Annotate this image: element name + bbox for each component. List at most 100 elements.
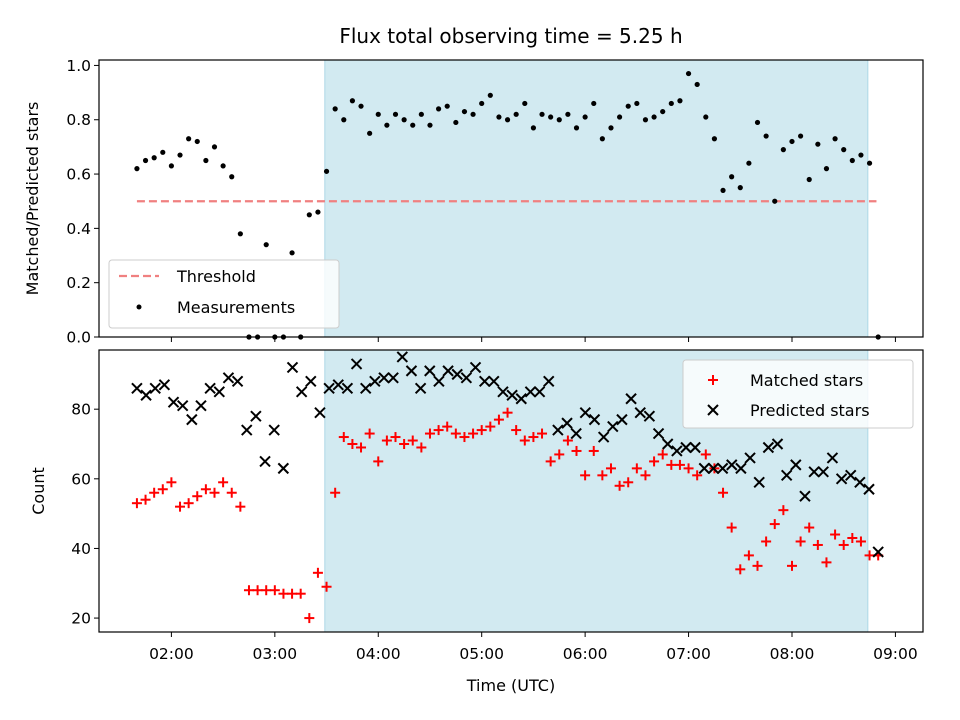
legend-matched-swatch	[708, 375, 718, 385]
predicted-star-point	[497, 386, 509, 398]
x-tick-label: 07:00	[666, 645, 711, 663]
predicted-star-point	[735, 462, 747, 475]
predicted-star-point	[405, 365, 418, 377]
y-tick-label: 0.2	[66, 274, 91, 292]
predicted-star-point	[204, 382, 216, 395]
predicted-star-point	[561, 417, 573, 429]
matched-star-point	[157, 484, 168, 495]
matched-star-point	[304, 613, 315, 624]
predicted-star-point	[524, 386, 537, 398]
matched-star-point	[778, 505, 789, 516]
measurement-point	[435, 106, 442, 112]
predicted-star-point	[726, 459, 738, 471]
ratio-panel-frame	[98, 59, 924, 338]
matched-star-point	[502, 407, 513, 418]
measurement-point	[625, 103, 631, 109]
predicted-star-point	[872, 546, 884, 558]
legend-threshold-label: Threshold	[176, 267, 256, 286]
y-tick-label: 20	[71, 610, 91, 628]
measurement-point	[548, 114, 554, 120]
legend-predicted-label: Predicted stars	[750, 401, 870, 420]
predicted-star-point	[250, 410, 262, 422]
matched-star-point	[493, 414, 504, 425]
matched-star-point	[528, 432, 539, 443]
measurement-point	[703, 114, 709, 120]
y-tick-label: 80	[71, 401, 91, 419]
measurement-point	[772, 198, 778, 204]
predicted-star-point	[616, 413, 628, 426]
predicted-star-point	[671, 445, 683, 457]
predicted-star-point	[195, 399, 207, 412]
measurement-point	[375, 111, 381, 117]
matched-star-point	[416, 442, 427, 453]
matched-star-point	[580, 470, 591, 481]
matched-star-point	[554, 449, 565, 460]
predicted-star-point	[387, 372, 399, 384]
predicted-star-point	[506, 389, 518, 401]
measurement-point	[729, 174, 735, 180]
predicted-star-point	[396, 351, 409, 363]
measurement-point	[642, 117, 649, 123]
matched-star-point	[795, 536, 806, 547]
predicted-stars-points	[131, 351, 884, 558]
measurement-point	[720, 187, 726, 193]
matched-star-point	[804, 522, 815, 533]
measurement-point	[754, 119, 761, 126]
matched-star-point	[373, 456, 384, 467]
predicted-star-point	[607, 420, 619, 433]
x-tick-label: 05:00	[459, 645, 504, 663]
count-y-axis-label: Count	[29, 467, 48, 515]
predicted-star-point	[360, 382, 372, 395]
measurement-point	[194, 138, 200, 145]
matched-star-point	[347, 439, 358, 449]
measurement-point	[229, 174, 235, 180]
predicted-star-point	[707, 462, 720, 475]
matched-star-point	[649, 456, 660, 467]
measurement-point	[470, 111, 476, 117]
predicted-star-point	[515, 393, 527, 405]
measurement-point	[306, 212, 312, 218]
matched-star-point	[683, 463, 694, 474]
measurement-point	[323, 168, 330, 174]
y-tick-label: 40	[71, 540, 91, 558]
measurement-point	[168, 163, 175, 169]
measurement-point	[160, 149, 166, 155]
predicted-star-point	[295, 386, 308, 398]
measurement-point	[815, 141, 821, 147]
matched-star-point	[485, 421, 496, 432]
matched-star-point	[666, 459, 677, 470]
measurement-point	[599, 136, 605, 142]
matched-star-point	[864, 550, 875, 561]
measurement-point	[677, 98, 683, 104]
predicted-star-point	[241, 424, 253, 436]
predicted-star-point	[332, 379, 344, 391]
matched-star-point	[545, 456, 556, 467]
matched-stars-points	[131, 407, 884, 624]
matched-star-point	[605, 463, 616, 474]
predicted-star-point	[268, 424, 280, 436]
matched-star-point	[235, 501, 246, 512]
x-tick-label: 04:00	[356, 645, 401, 663]
x-tick-label: 09:00	[873, 645, 918, 663]
measurement-point	[367, 130, 373, 136]
predicted-star-point	[478, 375, 491, 388]
measurement-point	[418, 111, 424, 117]
measurement-points	[134, 70, 881, 340]
measurement-point	[582, 114, 588, 120]
matched-star-point	[468, 428, 479, 439]
measurement-point	[832, 136, 838, 142]
x-tick-label: 06:00	[563, 645, 608, 663]
ratio-y-axis-label: Matched/Predicted stars	[23, 102, 42, 296]
measurement-point	[634, 100, 640, 107]
matched-star-point	[847, 533, 858, 543]
predicted-star-point	[186, 413, 198, 426]
legend-measurements-swatch	[136, 304, 142, 310]
measurement-point	[780, 147, 786, 153]
matched-star-point	[718, 487, 729, 498]
count-panel-frame	[98, 349, 924, 633]
predicted-star-point	[314, 406, 326, 419]
matched-star-point	[390, 432, 401, 443]
matched-star-point	[743, 550, 754, 561]
x-tick-label: 08:00	[770, 645, 815, 663]
measurement-point	[522, 100, 528, 107]
